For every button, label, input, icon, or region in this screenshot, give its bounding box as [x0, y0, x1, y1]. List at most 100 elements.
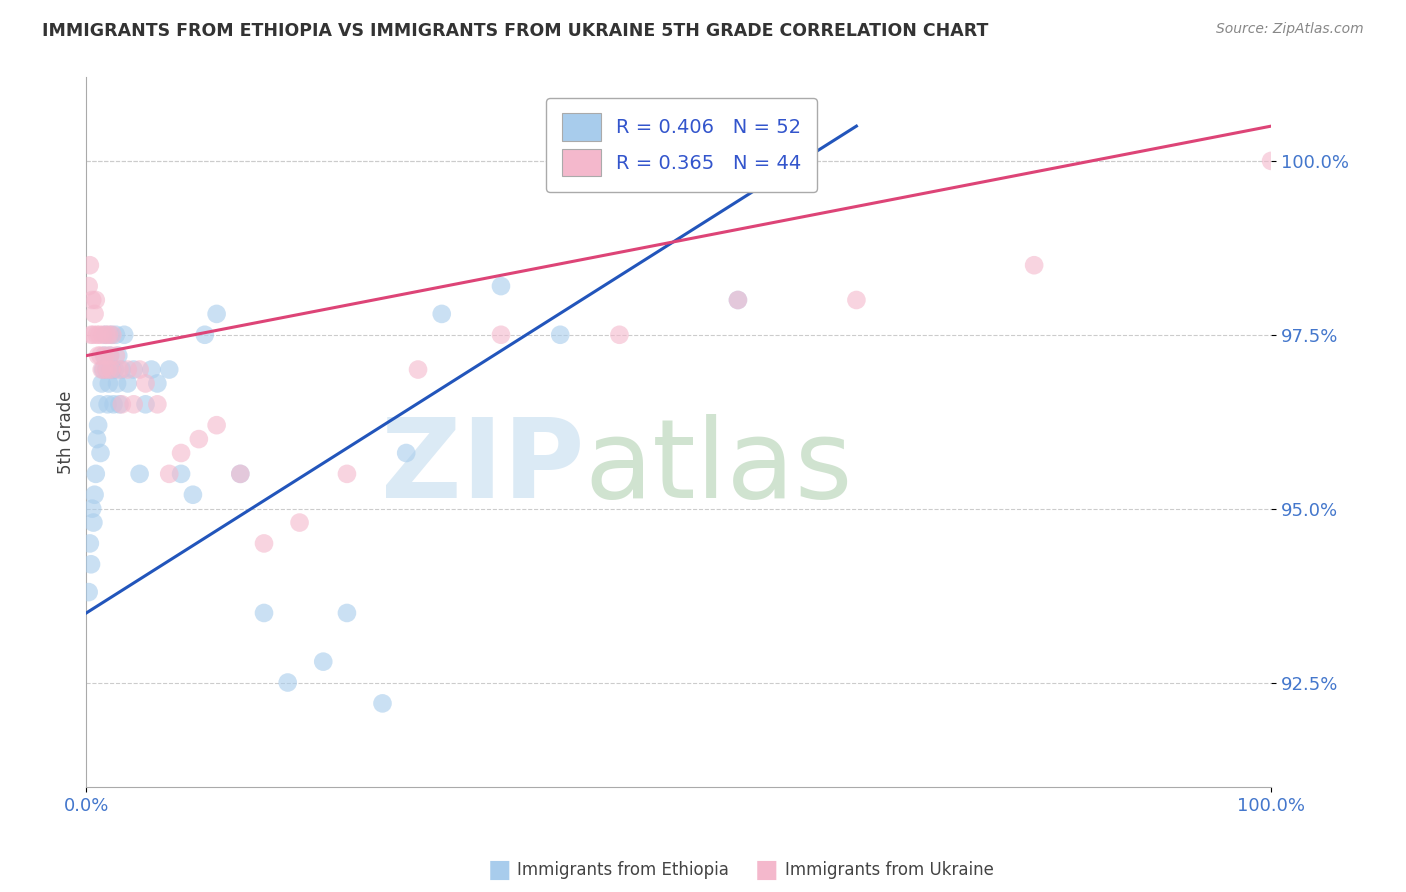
Point [86, 327, 108, 342]
Point [86, 432, 108, 446]
Point [96, 362, 118, 376]
Point [104, 327, 127, 342]
Point [80, 558, 103, 572]
Point [90, 376, 112, 391]
Point [117, 376, 139, 391]
Point [277, 675, 299, 690]
Point [84, 467, 107, 481]
Point [229, 467, 252, 481]
Point [94, 327, 117, 342]
Point [82, 327, 104, 342]
Point [77, 279, 100, 293]
Point [430, 307, 453, 321]
Point [117, 362, 139, 376]
Point [87, 349, 110, 363]
Point [181, 488, 204, 502]
Point [94, 349, 117, 363]
Point [103, 397, 125, 411]
Legend: R = 0.406   N = 52, R = 0.365   N = 44: R = 0.406 N = 52, R = 0.365 N = 44 [547, 98, 817, 192]
Text: atlas: atlas [583, 414, 852, 521]
Point [122, 397, 145, 411]
Point [489, 279, 512, 293]
Point [105, 376, 128, 391]
Point [1024, 258, 1046, 272]
Point [91, 362, 114, 376]
Text: ZIP: ZIP [381, 414, 583, 521]
Point [108, 362, 131, 376]
Point [135, 376, 157, 391]
Point [548, 327, 571, 342]
Text: IMMIGRANTS FROM ETHIOPIA VS IMMIGRANTS FROM UKRAINE 5TH GRADE CORRELATION CHART: IMMIGRANTS FROM ETHIOPIA VS IMMIGRANTS F… [42, 22, 988, 40]
Point [97, 376, 120, 391]
Point [89, 446, 111, 460]
Point [312, 655, 335, 669]
Point [194, 327, 217, 342]
Text: ■: ■ [755, 858, 778, 881]
Point [727, 293, 749, 307]
Point [205, 307, 228, 321]
Point [104, 362, 127, 376]
Point [83, 307, 105, 321]
Point [90, 362, 112, 376]
Point [609, 327, 631, 342]
Point [205, 418, 228, 433]
Point [93, 349, 115, 363]
Point [135, 397, 157, 411]
Point [98, 349, 121, 363]
Point [253, 536, 276, 550]
Point [112, 327, 135, 342]
Point [104, 349, 127, 363]
Point [97, 362, 120, 376]
Point [786, 153, 808, 168]
Point [111, 397, 134, 411]
Point [146, 397, 169, 411]
Point [128, 467, 150, 481]
Point [122, 362, 145, 376]
Point [128, 362, 150, 376]
Point [100, 362, 122, 376]
Point [82, 516, 104, 530]
Point [96, 327, 118, 342]
Point [111, 362, 134, 376]
Point [97, 327, 120, 342]
Point [101, 327, 124, 342]
Point [489, 327, 512, 342]
Point [79, 536, 101, 550]
Point [157, 467, 180, 481]
Point [845, 293, 868, 307]
Point [100, 327, 122, 342]
Text: Immigrants from Ethiopia: Immigrants from Ethiopia [517, 861, 730, 879]
Text: Source: ZipAtlas.com: Source: ZipAtlas.com [1216, 22, 1364, 37]
Point [80, 327, 103, 342]
Point [98, 349, 121, 363]
Point [83, 488, 105, 502]
Point [108, 397, 131, 411]
Point [87, 418, 110, 433]
Point [97, 397, 120, 411]
Point [288, 516, 311, 530]
Point [253, 606, 276, 620]
Point [107, 349, 129, 363]
Point [89, 327, 111, 342]
Point [101, 362, 124, 376]
Point [82, 501, 104, 516]
Point [93, 362, 115, 376]
Point [229, 467, 252, 481]
Point [336, 467, 359, 481]
Point [91, 327, 114, 342]
Point [141, 362, 163, 376]
Y-axis label: 5th Grade: 5th Grade [58, 391, 75, 474]
Point [170, 467, 193, 481]
Point [406, 362, 429, 376]
Point [79, 258, 101, 272]
Point [170, 446, 193, 460]
Point [395, 446, 418, 460]
Point [89, 397, 111, 411]
Point [89, 349, 111, 363]
Point [82, 293, 104, 307]
Text: Immigrants from Ukraine: Immigrants from Ukraine [785, 861, 994, 879]
Point [727, 293, 749, 307]
Text: ■: ■ [488, 858, 510, 881]
Point [77, 585, 100, 599]
Point [146, 376, 169, 391]
